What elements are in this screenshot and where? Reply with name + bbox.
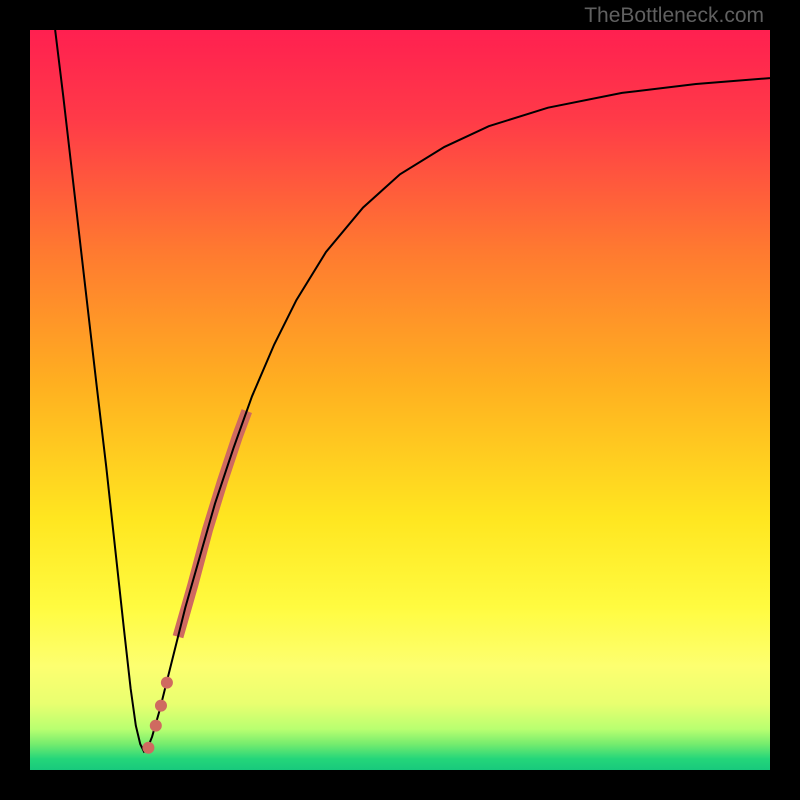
marker-dot xyxy=(150,720,162,732)
marker-dot xyxy=(155,700,167,712)
marker-dot xyxy=(142,742,154,754)
plot-area xyxy=(30,30,770,770)
watermark-text: TheBottleneck.com xyxy=(584,4,764,28)
chart-frame: TheBottleneck.com xyxy=(0,0,800,800)
marker-dot xyxy=(161,677,173,689)
marker-layer xyxy=(30,30,770,770)
